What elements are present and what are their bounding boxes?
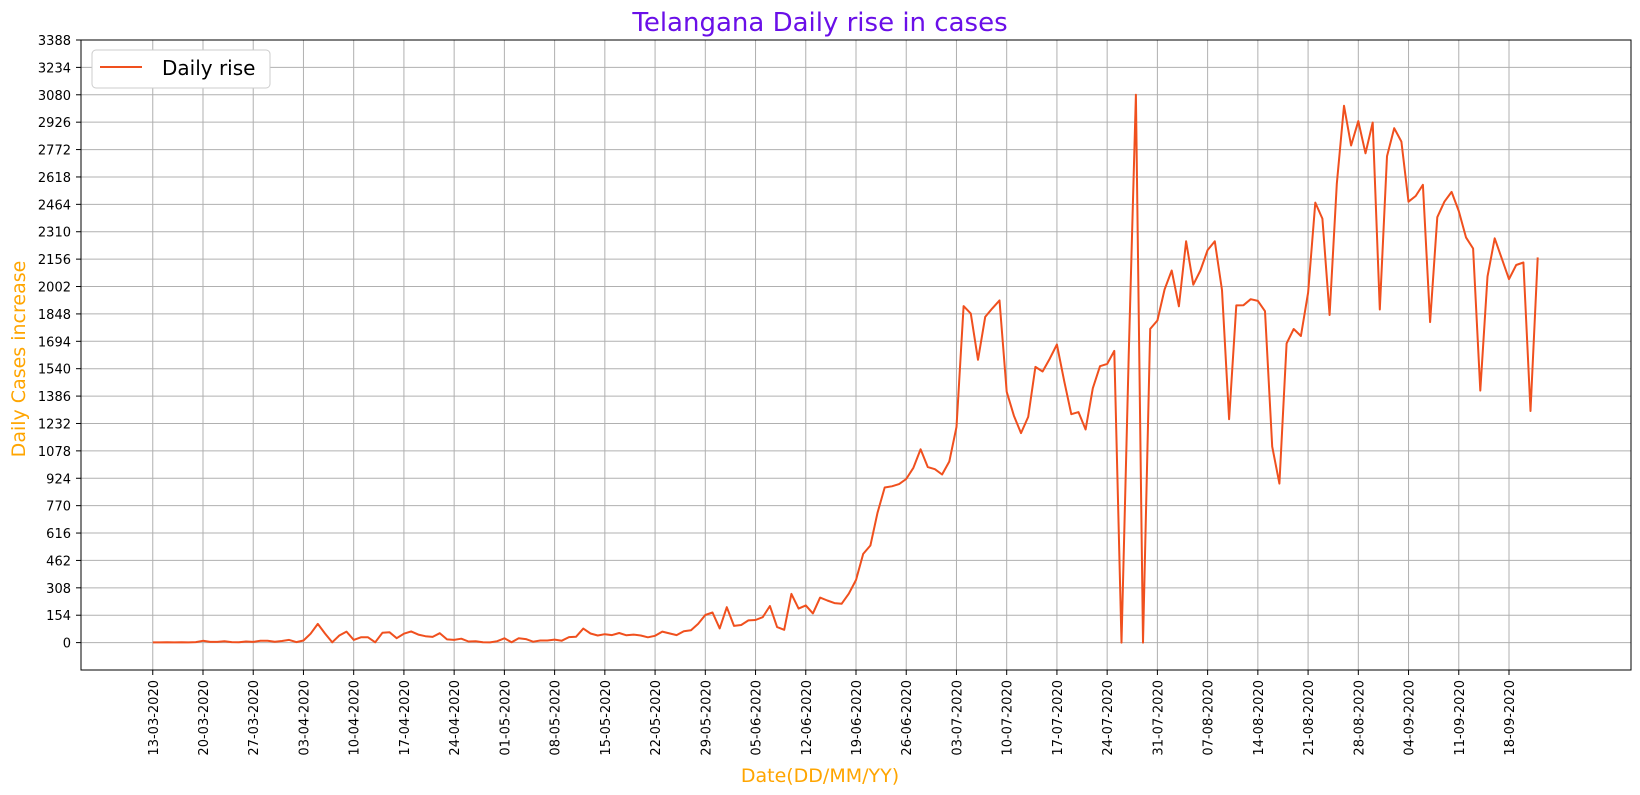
series-line bbox=[152, 93, 1539, 644]
y-axis: 0 154 308 462 616 770 924 1078 1232 1386 1540 1694 1… bbox=[38, 34, 81, 652]
y-tick-label: 1848 bbox=[38, 308, 71, 323]
y-tick-label: 770 bbox=[46, 500, 71, 515]
y-tick-label: 1386 bbox=[38, 390, 71, 405]
y-tick-label: 1232 bbox=[38, 417, 71, 432]
y-tick-label: 462 bbox=[46, 554, 71, 569]
x-tick-label: 17-04-2020 bbox=[398, 680, 413, 756]
y-tick-label: 1694 bbox=[38, 335, 71, 350]
x-tick-label: 01-05-2020 bbox=[498, 680, 513, 756]
x-tick-label: 31-07-2020 bbox=[1151, 680, 1166, 756]
y-tick-label: 616 bbox=[46, 527, 71, 542]
legend-label-daily-rise: Daily rise bbox=[162, 56, 255, 80]
x-tick-label: 15-05-2020 bbox=[599, 680, 614, 756]
x-tick-label: 13-03-2020 bbox=[147, 680, 162, 756]
chart-title: Telangana Daily rise in cases bbox=[631, 8, 1007, 38]
x-tick-label: 18-09-2020 bbox=[1503, 680, 1518, 756]
y-tick-label: 924 bbox=[46, 472, 71, 487]
y-tick-label: 154 bbox=[46, 609, 71, 624]
x-tick-label: 24-04-2020 bbox=[448, 680, 463, 756]
y-tick-label: 2618 bbox=[38, 171, 71, 186]
y-tick-label: 2310 bbox=[38, 226, 71, 241]
x-tick-label: 07-08-2020 bbox=[1202, 680, 1217, 756]
y-tick-label: 2002 bbox=[38, 281, 71, 296]
x-tick-label: 19-06-2020 bbox=[850, 680, 865, 756]
y-tick-label: 0 bbox=[63, 637, 71, 652]
y-tick-label: 2464 bbox=[38, 198, 71, 213]
legend-box bbox=[91, 49, 271, 89]
y-tick-label: 308 bbox=[46, 582, 71, 597]
x-tick-label: 24-07-2020 bbox=[1101, 680, 1116, 756]
legend: Daily rise bbox=[91, 49, 271, 89]
x-tick-label: 03-04-2020 bbox=[297, 680, 312, 756]
y-axis-label: Daily Cases increase bbox=[8, 261, 30, 458]
x-tick-label: 21-08-2020 bbox=[1302, 680, 1317, 756]
x-tick-label: 28-08-2020 bbox=[1352, 680, 1367, 756]
x-axis-label: Date(DD/MM/YY) bbox=[741, 765, 899, 787]
y-tick-label: 1540 bbox=[38, 363, 71, 378]
line-series-daily-rise bbox=[152, 93, 1539, 644]
x-tick-label: 17-07-2020 bbox=[1051, 680, 1066, 756]
x-tick-label: 29-05-2020 bbox=[699, 680, 714, 756]
x-tick-label: 11-09-2020 bbox=[1453, 680, 1468, 756]
x-tick-label: 08-05-2020 bbox=[549, 680, 564, 756]
x-tick-label: 27-03-2020 bbox=[247, 680, 262, 756]
y-tick-label: 3234 bbox=[38, 61, 71, 76]
x-axis: 13-03-2020 20-03-2020 27-03-2020 03-04-2020… bbox=[147, 670, 1518, 756]
x-tick-label: 10-07-2020 bbox=[1001, 680, 1016, 756]
x-tick-label: 12-06-2020 bbox=[800, 680, 815, 756]
x-tick-label: 22-05-2020 bbox=[649, 680, 664, 756]
x-tick-label: 14-08-2020 bbox=[1252, 680, 1267, 756]
y-tick-label: 2772 bbox=[38, 144, 71, 159]
y-tick-label: 3080 bbox=[38, 89, 71, 104]
x-tick-label: 10-04-2020 bbox=[348, 680, 363, 756]
y-tick-label: 2926 bbox=[38, 116, 71, 131]
y-tick-label: 2156 bbox=[38, 253, 71, 268]
x-tick-label: 04-09-2020 bbox=[1403, 680, 1418, 756]
y-tick-label: 3388 bbox=[38, 34, 71, 49]
x-tick-label: 20-03-2020 bbox=[197, 680, 212, 756]
x-tick-label: 05-06-2020 bbox=[750, 680, 765, 756]
x-tick-label: 26-06-2020 bbox=[900, 680, 915, 756]
y-tick-label: 1078 bbox=[38, 445, 71, 460]
x-tick-label: 03-07-2020 bbox=[950, 680, 965, 756]
